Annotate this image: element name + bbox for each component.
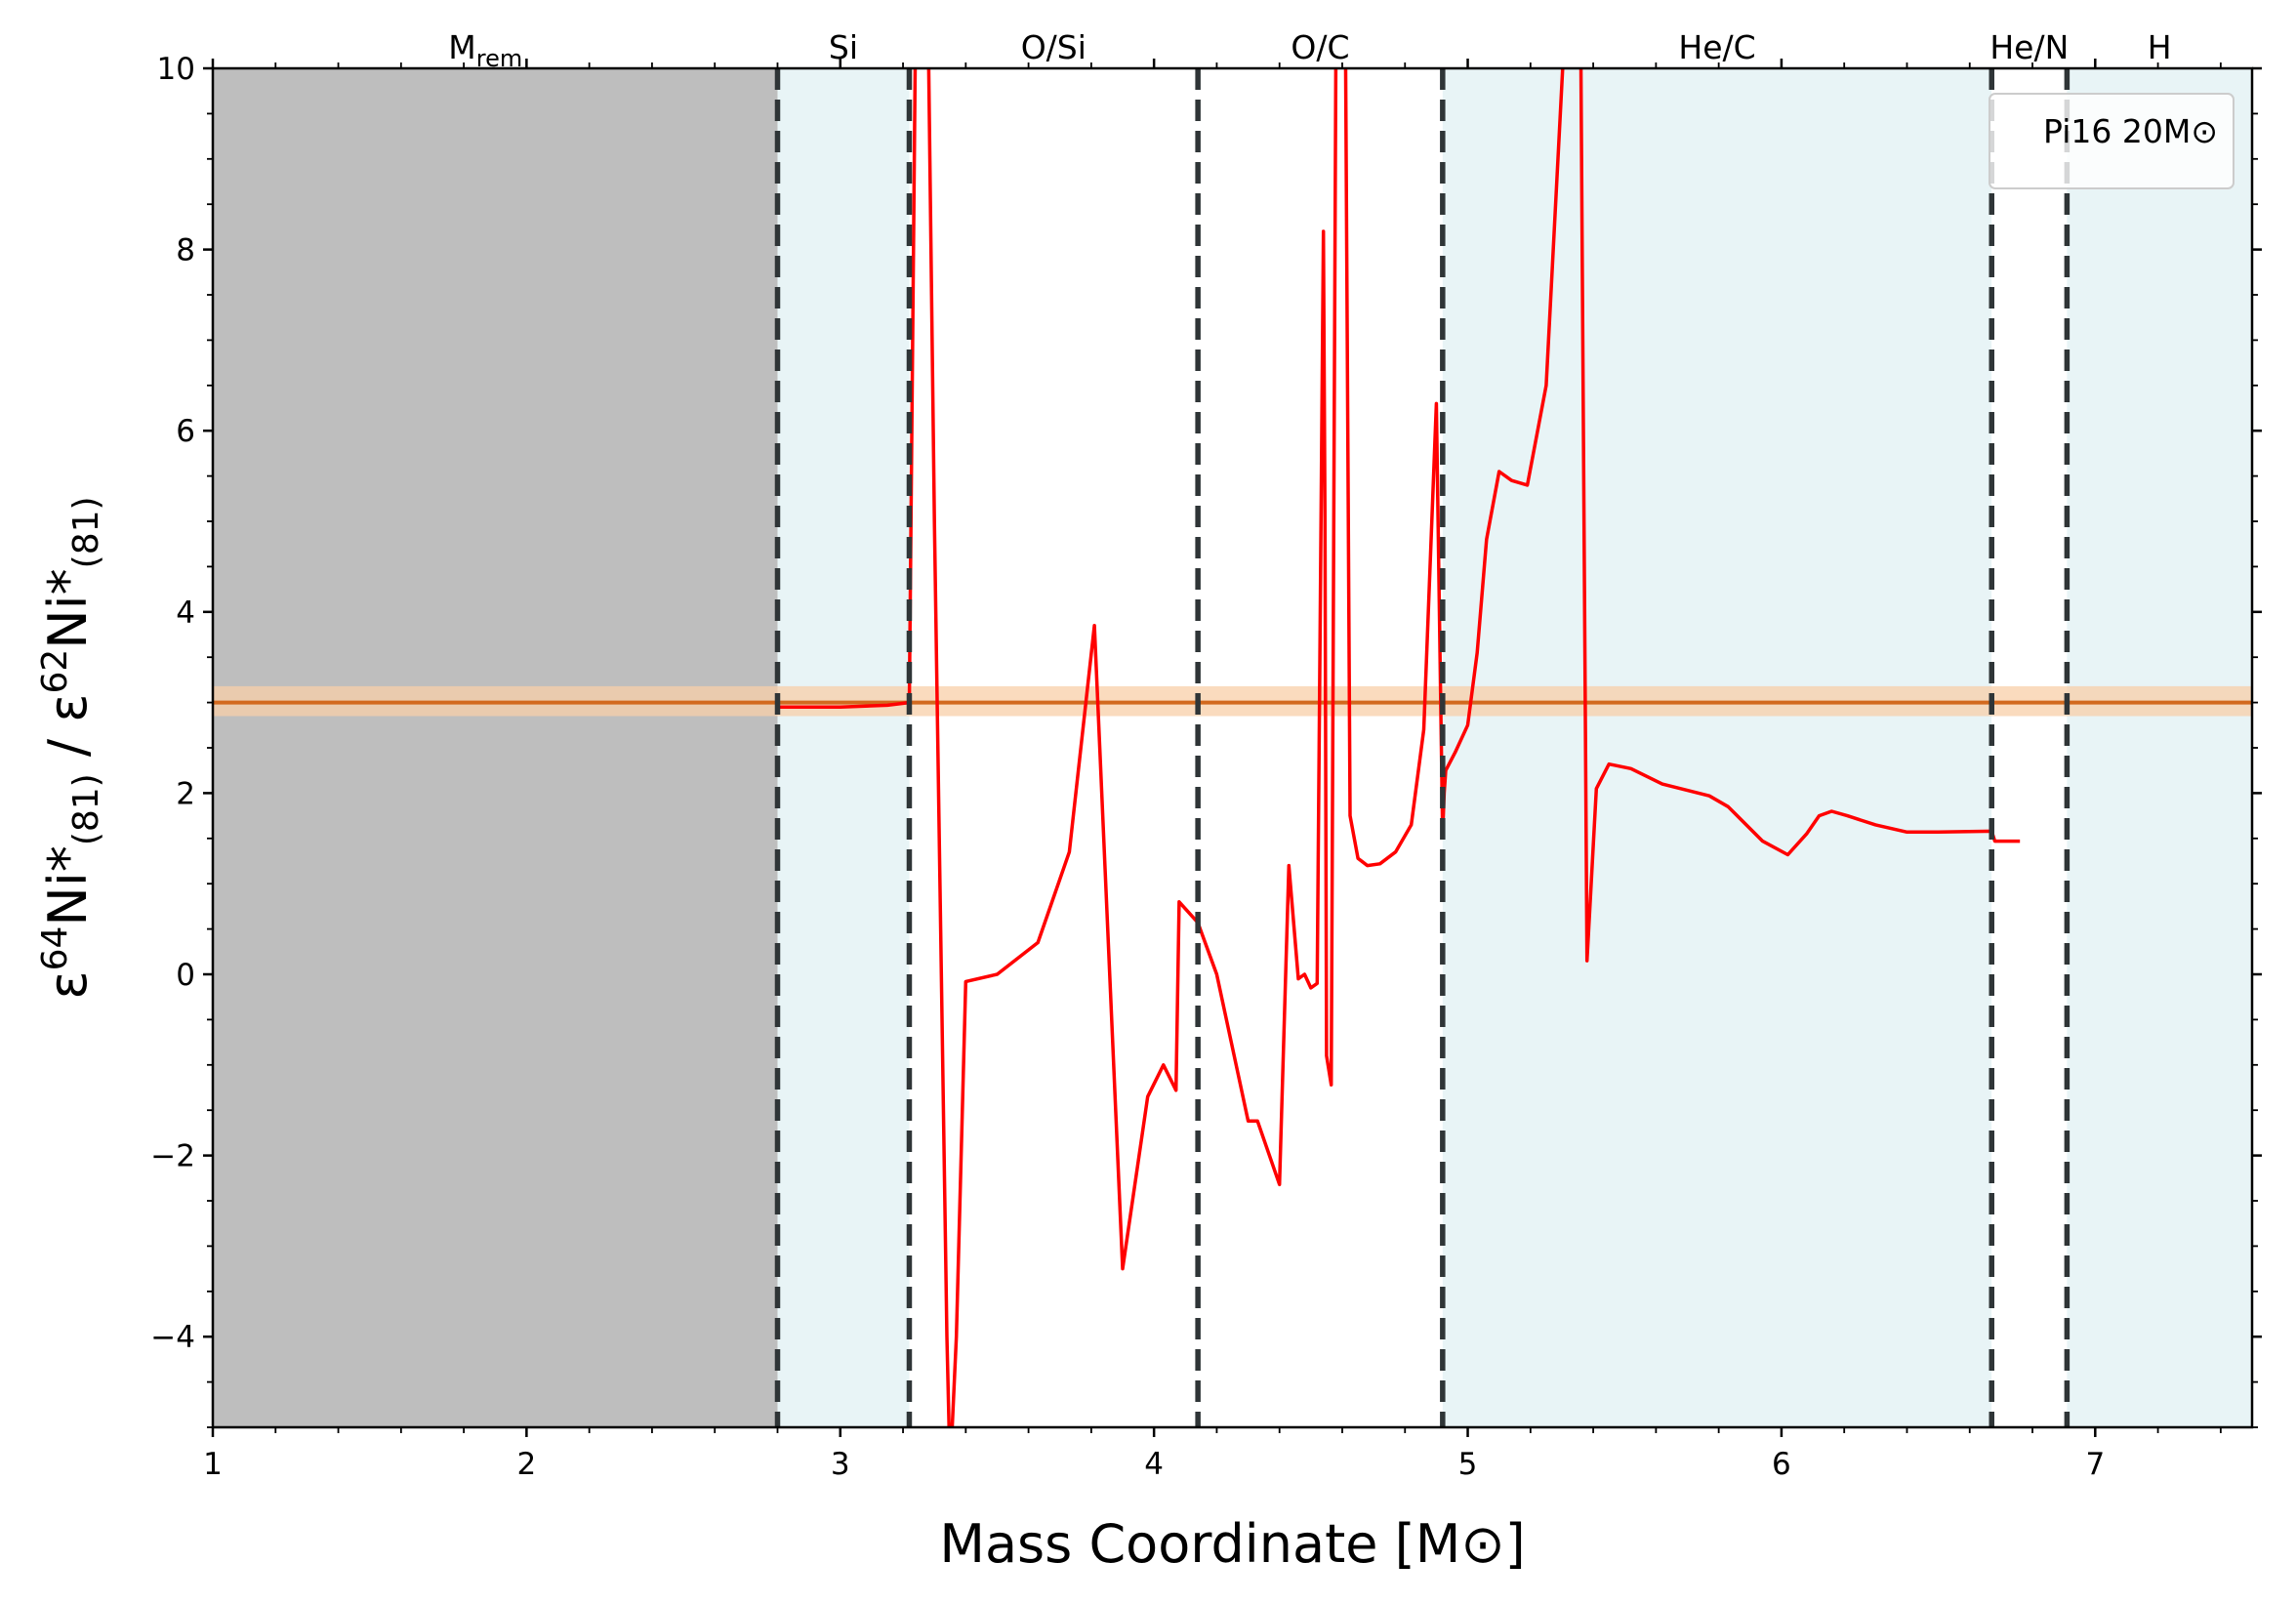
zone-4 — [1442, 68, 1992, 1427]
zone-labels-layer: Mrem Si O/Si O/C He/C He/N H — [448, 28, 2171, 72]
y-axis-title-subscript-2: (81) — [66, 496, 106, 568]
zone-5 — [1991, 68, 2068, 1427]
x-tick-label-3: 4 — [1144, 1447, 1164, 1482]
legend-box — [1988, 93, 2234, 189]
zone-label-3: O/C — [1291, 28, 1349, 66]
y-axis-title-epsilon-2: ε — [37, 694, 99, 722]
series-line-0 — [777, 68, 2021, 1427]
y-axis-title-epsilon-1: ε — [37, 970, 99, 999]
y-axis-title-isotope-2: 62 — [35, 649, 75, 694]
y-axis-title-isotope-1: 64 — [35, 926, 75, 971]
zone-label-text-0: M — [448, 28, 475, 66]
y-tick-label-2: 0 — [176, 958, 195, 993]
reference-layer — [213, 685, 2252, 717]
zone-label-text-4: He/C — [1678, 28, 1755, 66]
zone-label-2: O/Si — [1021, 28, 1086, 66]
legend-entry: Pi16 20M⊙ — [2043, 112, 2218, 150]
zone-2 — [909, 68, 1199, 1427]
zone-label-6: H — [2148, 28, 2172, 66]
zone-label-text-5: He/N — [1989, 28, 2069, 66]
boundary-layer — [774, 68, 2070, 1427]
y-axis-title-subscript-1: (81) — [66, 773, 106, 845]
zone-1 — [777, 68, 910, 1427]
x-tick-label-6: 7 — [2085, 1447, 2105, 1482]
y-axis-title-element-1: Ni* — [37, 845, 99, 925]
zone-label-1: Si — [829, 28, 858, 66]
x-axis-title: Mass Coordinate [M⊙] — [939, 1513, 1525, 1575]
legend: Pi16 20M⊙ — [1988, 93, 2234, 189]
x-tick-label-5: 6 — [1772, 1447, 1791, 1482]
zone-label-text-6: H — [2148, 28, 2172, 66]
x-tick-label-1: 2 — [517, 1447, 537, 1482]
x-tick-label-4: 5 — [1458, 1447, 1478, 1482]
y-tick-label-1: −2 — [150, 1139, 195, 1174]
zone-label-5: He/N — [1989, 28, 2069, 66]
y-tick-label-5: 6 — [176, 414, 195, 449]
y-axis-title-divider: / — [37, 722, 99, 774]
zone-label-sub-0: rem — [476, 45, 522, 72]
ticks-layer: 1 2 3 4 5 6 7 −4 −2 0 2 4 6 8 10 — [150, 52, 2262, 1482]
zone-label-text-1: Si — [829, 28, 858, 66]
zones-layer — [213, 68, 2252, 1427]
y-tick-label-3: 2 — [176, 776, 195, 811]
zone-label-0: Mrem — [448, 28, 522, 72]
series-layer — [777, 68, 2021, 1427]
y-tick-label-7: 10 — [157, 52, 195, 87]
y-tick-label-6: 8 — [176, 233, 195, 268]
zone-label-text-2: O/Si — [1021, 28, 1086, 66]
y-tick-label-0: −4 — [150, 1320, 195, 1355]
zone-label-text-3: O/C — [1291, 28, 1349, 66]
y-tick-label-4: 4 — [176, 596, 195, 631]
zone-label-4: He/C — [1678, 28, 1755, 66]
zone-6 — [2067, 68, 2252, 1427]
x-tick-label-0: 1 — [203, 1447, 223, 1482]
y-axis-title-element-2: Ni* — [37, 568, 99, 648]
x-tick-label-2: 3 — [831, 1447, 850, 1482]
zone-0 — [213, 68, 778, 1427]
y-axis-title: ε64Ni*(81) / ε62Ni*(81) — [35, 496, 106, 999]
